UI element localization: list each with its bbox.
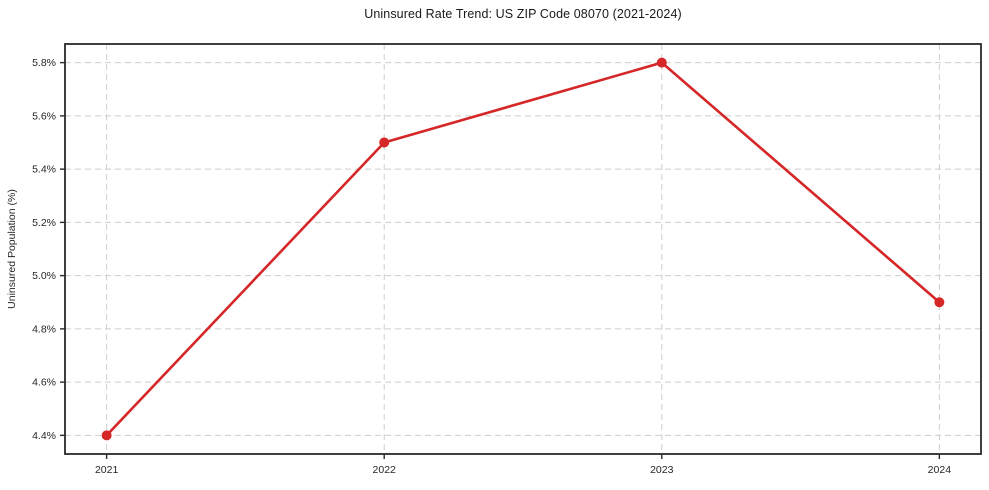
x-tick-label: 2023 (650, 464, 674, 476)
y-tick-label: 5.8% (32, 57, 56, 69)
y-tick-label: 4.6% (32, 377, 56, 389)
axes-spines (64, 43, 982, 455)
data-point-marker (934, 297, 945, 308)
data-point-marker (101, 430, 112, 441)
y-tick-label: 4.4% (32, 430, 56, 442)
y-tick-label: 5.4% (32, 164, 56, 176)
y-tick-label: 5.0% (32, 270, 56, 282)
data-point-marker (379, 137, 390, 148)
chart-title: Uninsured Rate Trend: US ZIP Code 08070 … (364, 7, 682, 21)
y-tick-label: 4.8% (32, 323, 56, 335)
x-tick-label: 2022 (373, 464, 397, 476)
y-tick-label: 5.6% (32, 110, 56, 122)
x-tick-label: 2021 (95, 464, 119, 476)
trend-line (105, 61, 941, 437)
x-tick-label: 2024 (928, 464, 952, 476)
y-tick-label: 5.2% (32, 217, 56, 229)
data-point-marker (656, 57, 667, 68)
